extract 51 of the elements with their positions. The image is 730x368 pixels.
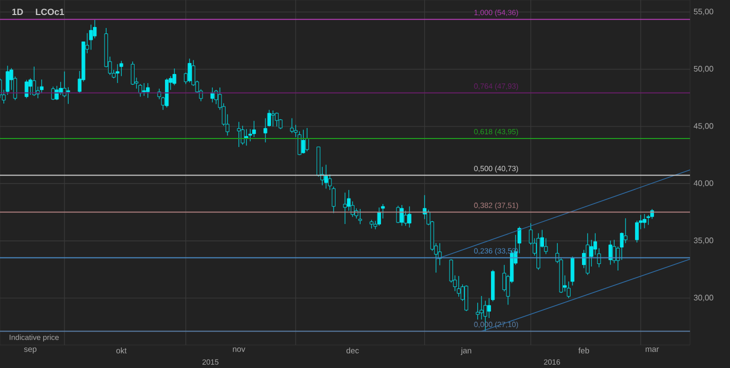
candlestick: [290, 118, 294, 134]
candlestick: [608, 240, 612, 266]
y-tick-label: 40,00: [694, 180, 714, 187]
candlestick: [24, 80, 28, 99]
candlestick: [370, 220, 374, 229]
candlestick: [642, 214, 646, 229]
candlestick: [244, 128, 248, 146]
candlestick: [32, 66, 36, 96]
candlestick: [267, 110, 272, 127]
x-tick-label: sep: [24, 348, 36, 354]
candlestick: [240, 125, 244, 146]
candlestick: [264, 118, 268, 143]
candlestick: [480, 296, 484, 320]
x-tick-label: mar: [646, 348, 659, 352]
candlestick: [130, 61, 135, 86]
candlestick: [116, 64, 120, 84]
candlestick: [89, 24, 93, 50]
candlestick: [358, 208, 362, 224]
y-tick-label: 30,00: [694, 294, 714, 302]
x-tick-label: jan: [460, 348, 472, 355]
x-tick-label: dec: [346, 348, 359, 354]
candlestick: [271, 110, 275, 127]
candlestick: [51, 86, 55, 100]
candlestick: [40, 79, 44, 94]
candlestick: [252, 120, 256, 138]
y-tick-label: 50,00: [694, 66, 714, 73]
candlestick: [456, 276, 461, 298]
x-tick-label: okt: [116, 348, 127, 354]
candlestick: [55, 86, 59, 100]
y-tick-label: 55,00: [694, 8, 714, 16]
candlestick: [305, 128, 309, 152]
candlestick: [28, 78, 32, 96]
candlestick: [301, 129, 306, 154]
candlestick: [343, 192, 347, 224]
candlestick: [624, 218, 628, 244]
candlestick: [408, 206, 412, 228]
candlestick: [142, 82, 146, 96]
text: LCOc1: [36, 8, 64, 16]
y-tick-label: 45,00: [694, 123, 714, 130]
candlestick: [237, 122, 241, 148]
candlestick: [188, 58, 192, 83]
candlestick: [400, 204, 404, 226]
y-tick-label: 35,00: [694, 238, 714, 244]
x-tick-label: nov: [232, 348, 246, 352]
candlestick: [324, 164, 328, 189]
text: 1D: [12, 8, 23, 15]
candlestick: [146, 82, 150, 98]
x-tick-label: feb: [578, 348, 590, 354]
candlestick: [172, 68, 176, 86]
candlestick: [274, 112, 279, 127]
candlestick: [377, 207, 381, 226]
